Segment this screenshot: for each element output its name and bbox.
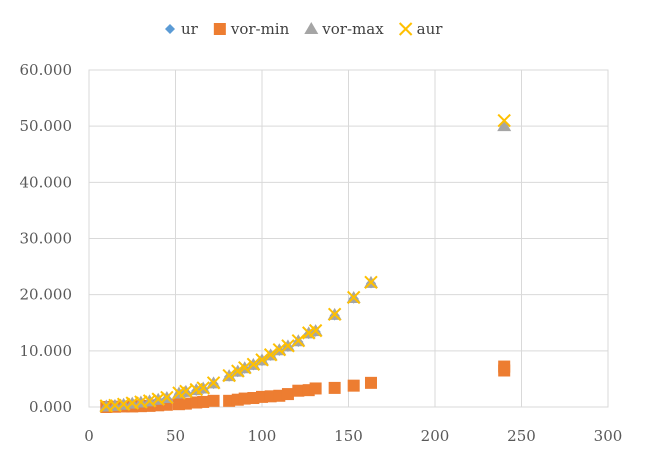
x-tick-label: 150 bbox=[334, 427, 363, 445]
point-vor-min bbox=[197, 395, 210, 408]
point-aur bbox=[255, 353, 269, 367]
point-aur bbox=[237, 360, 252, 375]
x-tick-label: 0 bbox=[84, 427, 94, 445]
legend-label: ur bbox=[181, 20, 199, 38]
y-tick-label: 40.000 bbox=[20, 173, 73, 191]
legend-marker-aur bbox=[398, 22, 413, 36]
legend-item-ur: ur bbox=[165, 20, 199, 38]
point-aur bbox=[179, 384, 193, 398]
legend-marker-ur bbox=[165, 24, 175, 34]
point-vor-min bbox=[179, 397, 192, 410]
x-tick-label: 100 bbox=[248, 427, 277, 445]
point-aur bbox=[291, 334, 306, 348]
point-vor-max bbox=[497, 119, 512, 132]
point-aur bbox=[364, 275, 378, 290]
point-aur bbox=[196, 381, 210, 395]
point-aur bbox=[327, 307, 342, 322]
x-tick-label: 250 bbox=[507, 427, 536, 445]
x-tick-label: 300 bbox=[594, 427, 623, 445]
point-aur bbox=[160, 390, 174, 405]
x-tick-label: 200 bbox=[421, 427, 450, 445]
legend-item-aur: aur bbox=[398, 20, 444, 38]
series-aur bbox=[99, 113, 511, 413]
tick-labels: 0.000 10.000 20.000 30.000 40.000 50.000 60.00… bbox=[20, 61, 623, 445]
point-vor-min bbox=[207, 394, 220, 407]
series-ur bbox=[101, 120, 510, 412]
legend-item-vor-min: vor-min bbox=[213, 20, 290, 38]
point-aur bbox=[346, 290, 361, 305]
series-vor-min bbox=[100, 360, 511, 413]
point-vor-min bbox=[498, 360, 511, 373]
legend-item-vor-max: vor-max bbox=[304, 20, 384, 38]
point-aur bbox=[206, 376, 221, 390]
point-vor-min bbox=[309, 382, 322, 395]
point-vor-min bbox=[328, 381, 341, 394]
y-tick-label: 10.000 bbox=[20, 342, 73, 360]
legend: ur vor-min vor-max aur bbox=[165, 20, 443, 38]
point-aur bbox=[246, 357, 261, 372]
y-tick-label: 20.000 bbox=[20, 286, 73, 304]
legend-marker-vor-min bbox=[213, 23, 226, 35]
point-vor-min bbox=[364, 376, 377, 389]
legend-label: aur bbox=[417, 20, 444, 38]
point-aur bbox=[222, 368, 236, 383]
y-tick-label: 0.000 bbox=[29, 398, 72, 416]
point-aur bbox=[272, 343, 287, 357]
point-vor-min bbox=[281, 388, 294, 401]
legend-label: vor-min bbox=[230, 20, 290, 38]
y-tick-label: 50.000 bbox=[20, 117, 73, 135]
point-aur bbox=[308, 323, 323, 338]
x-tick-label: 50 bbox=[166, 427, 185, 445]
series-vor-max bbox=[99, 119, 512, 412]
y-tick-label: 60.000 bbox=[20, 61, 73, 79]
data-points bbox=[99, 113, 512, 413]
point-aur bbox=[263, 348, 278, 362]
point-aur bbox=[497, 113, 511, 128]
y-tick-label: 30.000 bbox=[20, 230, 73, 248]
gridlines bbox=[88, 69, 609, 408]
point-vor-min bbox=[292, 384, 305, 397]
legend-label: vor-max bbox=[321, 20, 384, 38]
point-aur bbox=[231, 364, 245, 378]
point-vor-min bbox=[347, 379, 360, 392]
point-aur bbox=[281, 339, 295, 353]
legend-marker-vor-max bbox=[304, 22, 319, 34]
